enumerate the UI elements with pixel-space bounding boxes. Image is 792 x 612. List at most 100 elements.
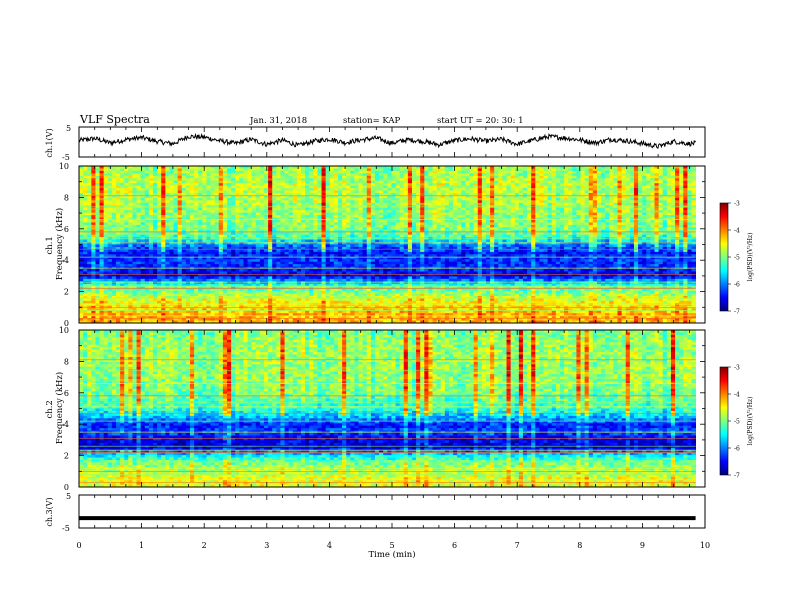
spectrogram-cell — [309, 202, 314, 206]
spectrogram-cell — [617, 188, 623, 191]
spectrogram-cell — [346, 234, 351, 238]
spectrogram-cell — [161, 242, 166, 245]
spectrogram-cell — [411, 168, 417, 172]
spectrogram-cell — [411, 197, 417, 201]
spectrogram-cell — [428, 166, 433, 169]
spectrogram-cell — [502, 168, 507, 172]
spectrogram-cell — [625, 173, 631, 177]
spectrogram-cell — [313, 222, 318, 226]
spectrogram-cell — [124, 200, 129, 204]
spectrogram-cell — [243, 207, 248, 211]
spectrogram-cell — [436, 227, 442, 231]
spectrogram-cell — [206, 175, 211, 179]
spectrogram-cell — [481, 183, 487, 187]
spectrogram-cell — [691, 234, 697, 238]
spectrogram-cell — [247, 207, 253, 211]
spectrogram-cell — [584, 207, 590, 211]
spectrogram-cell — [321, 200, 327, 204]
spectrogram-cell — [490, 234, 495, 238]
spectrogram-cell — [391, 224, 396, 228]
spectrogram-cell — [313, 168, 318, 172]
spectrogram-cell — [169, 202, 174, 206]
spectrogram-cell — [531, 195, 536, 199]
spectrogram-cell — [148, 170, 154, 174]
spectrogram-cell — [292, 222, 298, 226]
spectrogram-cell — [243, 190, 248, 194]
spectrogram-cell — [477, 242, 483, 245]
spectrogram-cell — [157, 224, 162, 228]
spectrogram-cell — [362, 237, 368, 240]
spectrogram-cell — [502, 183, 507, 187]
spectrogram-cell — [490, 190, 495, 194]
spectrogram-cell — [617, 185, 623, 189]
spectrogram-cell — [613, 239, 618, 243]
spectrogram-cell — [518, 166, 524, 169]
spectrogram-cell — [670, 166, 676, 169]
spectrogram-cell — [79, 175, 84, 179]
spectrogram-cell — [300, 183, 306, 187]
spectrogram-cell — [181, 173, 187, 177]
spectrogram-cell — [107, 183, 113, 187]
spectrogram-cell — [346, 227, 351, 231]
spectrogram-cell — [251, 178, 257, 182]
spectrogram-cell — [621, 168, 627, 172]
spectrogram-cell — [654, 200, 660, 204]
spectrogram-cell — [120, 200, 125, 204]
spectrogram-cell — [325, 234, 331, 238]
spectrogram-cell — [243, 219, 248, 223]
spectrogram-cell — [280, 175, 285, 179]
spectrogram-cell — [527, 219, 532, 223]
spectrogram-cell — [440, 229, 446, 233]
spectrogram-cell — [670, 212, 676, 216]
spectrogram-cell — [300, 219, 306, 223]
spectrogram-cell — [333, 195, 339, 199]
spectrogram-cell — [276, 215, 281, 218]
spectrogram-cell — [646, 166, 651, 169]
spectrogram-cell — [284, 229, 290, 233]
spectrogram-cell — [83, 222, 88, 226]
spectrogram-cell — [218, 183, 224, 187]
spectrogram-cell — [194, 215, 199, 218]
spectrogram-cell — [416, 200, 421, 204]
spectrogram-cell — [317, 192, 322, 196]
spectrogram-cell — [198, 178, 203, 182]
spectrogram-cell — [222, 188, 228, 191]
spectrogram-cell — [370, 175, 376, 179]
spectrogram-cell — [103, 219, 109, 223]
spectrogram-cell — [662, 239, 668, 243]
spectrogram-cell — [625, 180, 631, 184]
spectrogram-cell — [535, 200, 540, 204]
spectrogram-cell — [539, 178, 544, 182]
spectrogram-cell — [522, 212, 528, 216]
spectrogram-cell — [535, 180, 540, 184]
spectrogram-cell — [416, 232, 421, 236]
spectrogram-cell — [313, 197, 318, 201]
spectrogram-cell — [551, 229, 557, 233]
spectrogram-cell — [350, 232, 355, 236]
spectrogram-cell — [161, 244, 166, 248]
spectrogram-cell — [666, 200, 672, 204]
spectrogram-cell — [448, 175, 454, 179]
spectrogram-cell — [670, 234, 676, 238]
spectrogram-cell — [679, 195, 684, 199]
spectrogram-cell — [210, 207, 216, 211]
spectrogram-cell — [420, 239, 425, 243]
spectrogram-cell — [395, 210, 401, 214]
spectrogram-cell — [263, 202, 269, 206]
spectrogram-cell — [362, 170, 368, 174]
spectrogram-cell — [494, 192, 499, 196]
spectrogram-cell — [654, 232, 660, 236]
spectrogram-cell — [420, 195, 425, 199]
spectrogram-cell — [140, 170, 146, 174]
spectrogram-cell — [313, 242, 318, 245]
spectrogram-cell — [276, 202, 281, 206]
spectrogram-cell — [383, 242, 388, 245]
spectrogram-cell — [317, 232, 322, 236]
spectrogram-cell — [432, 192, 438, 196]
spectrogram-cell — [383, 178, 388, 182]
spectrogram-cell — [95, 217, 100, 221]
spectrogram-cell — [498, 175, 503, 179]
spectrogram-cell — [243, 197, 248, 201]
spectrogram-cell — [255, 192, 261, 196]
spectrogram-cell — [354, 222, 359, 226]
